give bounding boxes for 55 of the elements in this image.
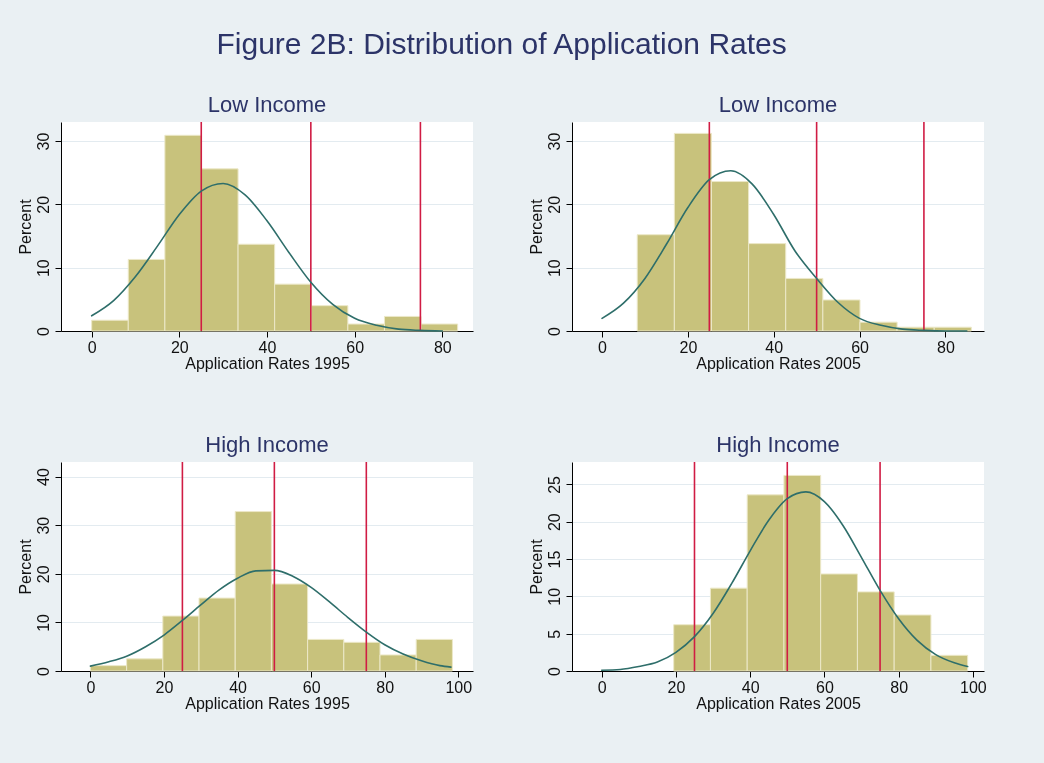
x-axis-title: Application Rates 2005 xyxy=(696,694,861,712)
x-tick-label: 20 xyxy=(170,338,189,356)
y-axis-title: Percent xyxy=(527,538,545,595)
x-tick-label: 80 xyxy=(890,678,909,696)
y-axis-title: Percent xyxy=(16,198,34,255)
x-tick-label: 60 xyxy=(816,678,834,696)
x-tick-label: 40 xyxy=(741,678,760,696)
x-tick-label: 100 xyxy=(445,678,473,696)
y-tick-label: 10 xyxy=(545,259,563,278)
x-tick-label: 0 xyxy=(87,338,97,356)
x-tick-label: 80 xyxy=(433,338,452,356)
chart-subtitle: Low Income xyxy=(718,92,838,118)
y-tick-label: 10 xyxy=(34,613,52,632)
y-tick-label: 25 xyxy=(545,475,563,494)
y-tick-label: 40 xyxy=(34,468,52,486)
x-tick-label: 20 xyxy=(155,678,174,696)
chart-subtitle: High Income xyxy=(205,432,329,458)
line-series xyxy=(600,491,969,672)
y-tick-label: 0 xyxy=(545,326,563,336)
y-axis-title: Percent xyxy=(16,538,34,595)
x-tick-label: 40 xyxy=(229,678,248,696)
y-tick-label: 30 xyxy=(34,132,52,151)
chart-subtitle: High Income xyxy=(716,432,840,458)
x-tick-label: 100 xyxy=(960,678,987,696)
x-tick-label: 60 xyxy=(851,338,870,356)
x-tick-label: 20 xyxy=(679,338,698,356)
x-tick-label: 0 xyxy=(86,678,96,696)
x-tick-label: 80 xyxy=(376,678,395,696)
x-tick-label: 20 xyxy=(667,678,686,696)
y-tick-label: 15 xyxy=(545,550,563,569)
y-tick-label: 0 xyxy=(34,326,52,336)
x-axis-title: Application Rates 1995 xyxy=(185,694,350,712)
y-tick-label: 0 xyxy=(545,666,563,676)
x-tick-label: 40 xyxy=(765,338,784,356)
x-tick-label: 0 xyxy=(598,338,608,356)
chart-title: Figure 2B: Distribution of Application Rates xyxy=(216,27,787,61)
y-axis-title: Percent xyxy=(527,198,545,255)
y-tick-label: 0 xyxy=(34,666,52,676)
x-tick-label: 60 xyxy=(346,338,365,356)
y-tick-label: 20 xyxy=(34,565,52,584)
x-axis-title: Application Rates 2005 xyxy=(696,354,861,372)
y-tick-label: 20 xyxy=(545,195,563,214)
x-axis-title: Application Rates 1995 xyxy=(185,354,350,372)
y-tick-label: 30 xyxy=(545,132,563,151)
x-tick-label: 40 xyxy=(258,338,277,356)
y-tick-label: 20 xyxy=(545,513,563,532)
x-tick-label: 80 xyxy=(936,338,955,356)
x-tick-label: 60 xyxy=(302,678,321,696)
chart-subtitle: Low Income xyxy=(207,92,327,118)
x-tick-label: 0 xyxy=(597,678,607,696)
y-tick-label: 20 xyxy=(34,195,52,214)
y-tick-label: 10 xyxy=(34,259,52,278)
y-tick-label: 10 xyxy=(545,587,563,606)
y-tick-label: 5 xyxy=(545,629,563,639)
y-tick-label: 30 xyxy=(34,516,52,535)
